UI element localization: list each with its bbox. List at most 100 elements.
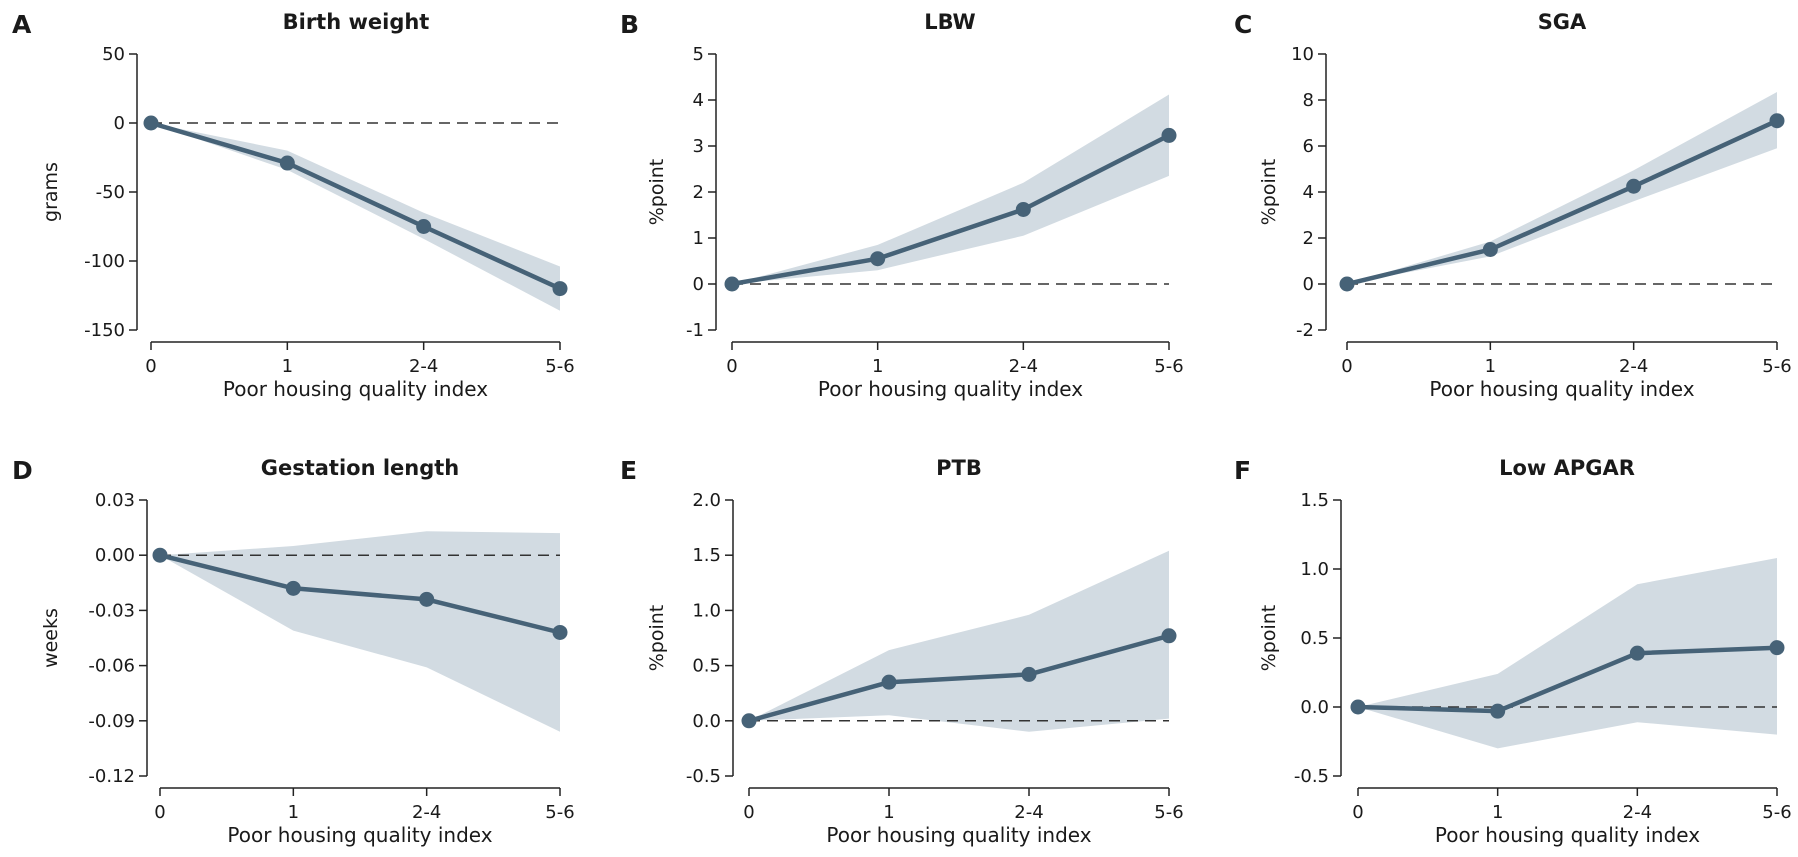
y-tick-label: 4 bbox=[693, 90, 704, 111]
panel-letter: E bbox=[620, 456, 637, 485]
y-tick-label: 6 bbox=[1303, 136, 1314, 157]
y-tick-label: 0.5 bbox=[692, 656, 721, 677]
panel-e: E PTB 2.0 1.5 1.0 0.5 0.0 -0.5 0 1 2-4 5-6 Poor hous… bbox=[620, 456, 1184, 847]
data-point bbox=[1161, 127, 1177, 143]
data-point bbox=[152, 547, 168, 563]
y-tick-label: 0.00 bbox=[95, 545, 135, 566]
y-tick-label: 1.0 bbox=[692, 600, 721, 621]
x-tick-label: 5-6 bbox=[1154, 802, 1183, 823]
panel-letter: B bbox=[620, 10, 639, 39]
data-point bbox=[1769, 640, 1785, 656]
y-tick-label: 0 bbox=[693, 274, 704, 295]
x-tick-label: 0 bbox=[726, 356, 737, 377]
series-line bbox=[748, 633, 1170, 723]
y-tick-label: 0 bbox=[1303, 274, 1314, 295]
panel-title: LBW bbox=[924, 10, 975, 34]
data-point bbox=[1021, 666, 1037, 682]
x-tick-label: 0 bbox=[1352, 802, 1363, 823]
x-tick-label: 2-4 bbox=[1623, 802, 1652, 823]
y-tick-label: 10 bbox=[1291, 44, 1314, 65]
x-tick-label: 2-4 bbox=[1009, 356, 1038, 377]
y-tick-label: 0.0 bbox=[1300, 697, 1329, 718]
x-axis-label: Poor housing quality index bbox=[223, 377, 488, 401]
y-tick-label: -50 bbox=[96, 182, 125, 203]
series-line bbox=[1346, 118, 1778, 287]
panel-b: B LBW 5 4 3 2 1 0 -1 0 1 2-4 5-6 Poor housing quality… bbox=[620, 10, 1184, 401]
panel-letter: A bbox=[12, 10, 32, 39]
x-tick-label: 5-6 bbox=[545, 356, 574, 377]
data-point bbox=[279, 155, 295, 171]
confidence-band bbox=[151, 123, 560, 311]
y-axis-label: grams bbox=[40, 162, 62, 222]
y-tick-label: 3 bbox=[693, 136, 704, 157]
y-tick-label: 0.0 bbox=[692, 711, 721, 732]
x-tick-label: 1 bbox=[1492, 802, 1503, 823]
x-axis-label: Poor housing quality index bbox=[826, 823, 1091, 847]
data-point bbox=[1482, 242, 1498, 257]
data-point bbox=[552, 624, 568, 640]
x-tick-label: 0 bbox=[1341, 356, 1352, 377]
data-point bbox=[1629, 645, 1645, 661]
y-tick-label: -2 bbox=[1296, 320, 1314, 341]
x-tick-label: 5-6 bbox=[1762, 802, 1791, 823]
y-tick-label: -0.09 bbox=[88, 711, 135, 732]
y-tick-label: -0.5 bbox=[686, 766, 721, 787]
panel-title: PTB bbox=[936, 456, 982, 480]
data-point bbox=[870, 251, 886, 267]
y-tick-label: -0.03 bbox=[88, 600, 135, 621]
confidence-band bbox=[732, 94, 1169, 284]
x-tick-label: 0 bbox=[154, 802, 165, 823]
series-line bbox=[159, 553, 561, 635]
y-tick-label: 2.0 bbox=[692, 490, 721, 511]
x-tick-label: 0 bbox=[145, 356, 156, 377]
x-axis-label: Poor housing quality index bbox=[1435, 823, 1700, 847]
series-line bbox=[1357, 645, 1778, 714]
panel-letter: C bbox=[1234, 10, 1252, 39]
panel-letter: D bbox=[12, 456, 33, 485]
panel-title: Low APGAR bbox=[1499, 456, 1635, 480]
x-tick-label: 1 bbox=[883, 802, 894, 823]
y-tick-label: -0.5 bbox=[1294, 766, 1329, 787]
y-tick-label: -1 bbox=[686, 320, 704, 341]
x-tick-label: 5-6 bbox=[1762, 356, 1791, 377]
data-point bbox=[1015, 201, 1031, 217]
data-point bbox=[881, 674, 897, 690]
y-axis-label: %point bbox=[1258, 159, 1280, 226]
y-tick-label: 50 bbox=[102, 44, 125, 65]
y-tick-label: 4 bbox=[1303, 182, 1314, 203]
data-point bbox=[741, 713, 757, 729]
panel-a: A Birth weight 50 0 -50 -100 -150 0 1 2-4 5-6 Poor … bbox=[12, 10, 575, 401]
y-tick-label: -150 bbox=[84, 320, 125, 341]
x-tick-label: 1 bbox=[288, 802, 299, 823]
y-tick-label: -0.06 bbox=[88, 656, 135, 677]
panel-d: D Gestation length 0.03 0.00 -0.03 -0.06 -0.09… bbox=[12, 456, 575, 847]
x-tick-label: 5-6 bbox=[545, 802, 574, 823]
confidence-band bbox=[1358, 558, 1777, 749]
confidence-band bbox=[160, 531, 560, 732]
confidence-band bbox=[1347, 92, 1777, 284]
y-axis-label: %point bbox=[646, 159, 668, 226]
y-tick-label: -100 bbox=[84, 251, 125, 272]
data-point bbox=[1626, 178, 1642, 194]
data-point bbox=[1161, 628, 1177, 644]
y-axis-label: %point bbox=[1258, 605, 1280, 672]
x-tick-label: 2-4 bbox=[412, 802, 441, 823]
panel-c: C SGA 10 8 6 4 2 0 -2 0 1 2-4 5-6 Poor housing qualit… bbox=[1234, 10, 1792, 401]
x-axis-label: Poor housing quality index bbox=[818, 377, 1083, 401]
data-point bbox=[1339, 276, 1355, 292]
x-tick-label: 0 bbox=[743, 802, 754, 823]
panel-letter: F bbox=[1234, 456, 1251, 485]
panel-title: Birth weight bbox=[283, 10, 430, 34]
y-axis-label: weeks bbox=[40, 608, 62, 668]
data-point bbox=[724, 276, 740, 292]
y-tick-label: 8 bbox=[1303, 90, 1314, 111]
data-point bbox=[1350, 699, 1366, 715]
x-tick-label: 2-4 bbox=[1014, 802, 1043, 823]
y-tick-label: 1.0 bbox=[1300, 559, 1329, 580]
x-axis-label: Poor housing quality index bbox=[227, 823, 492, 847]
data-point bbox=[143, 115, 159, 131]
y-tick-label: 2 bbox=[1303, 228, 1314, 249]
x-tick-label: 1 bbox=[1485, 356, 1496, 377]
y-tick-label: 2 bbox=[693, 182, 704, 203]
y-tick-label: 1.5 bbox=[1300, 490, 1329, 511]
